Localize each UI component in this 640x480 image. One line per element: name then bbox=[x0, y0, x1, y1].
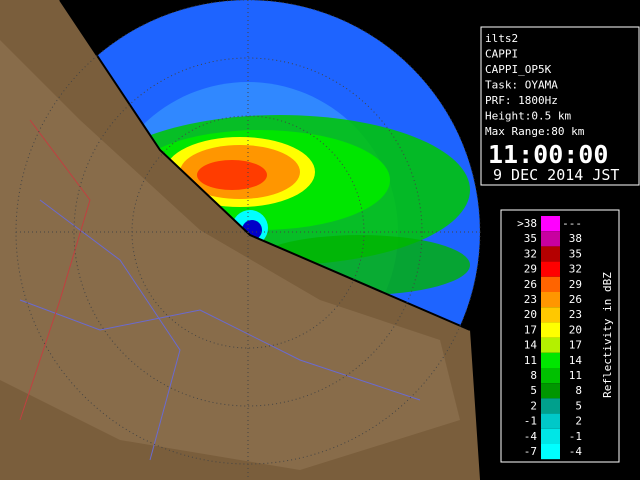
info-panel bbox=[480, 26, 640, 186]
legend-low: 23 bbox=[524, 293, 537, 306]
range-rings bbox=[15, 0, 481, 480]
legend-low: >38 bbox=[517, 217, 537, 230]
info-line: ilts2 bbox=[485, 32, 518, 45]
legend-high: 29 bbox=[569, 278, 582, 291]
legend-swatch bbox=[541, 383, 560, 399]
legend-low: 2 bbox=[530, 399, 537, 412]
legend-low: -7 bbox=[524, 445, 537, 458]
info-lines: ilts2 CAPPI CAPPI_OP5K Task: OYAMA PRF: 1800… bbox=[485, 32, 585, 138]
info-line: Task: OYAMA bbox=[485, 79, 558, 92]
legend-swatch bbox=[541, 368, 560, 384]
terrain bbox=[0, 0, 480, 480]
info-line: CAPPI bbox=[485, 48, 518, 61]
legend-low: 29 bbox=[524, 263, 537, 276]
legend-low: 32 bbox=[524, 247, 537, 260]
legend-high: 32 bbox=[569, 263, 582, 276]
legend-swatch bbox=[541, 398, 560, 414]
legend-low: -4 bbox=[524, 430, 538, 443]
legend-swatch bbox=[541, 231, 560, 247]
date: 9 DEC 2014 JST bbox=[493, 166, 619, 184]
legend-high: 5 bbox=[575, 399, 582, 412]
legend-high: 26 bbox=[569, 293, 582, 306]
legend-high: 8 bbox=[575, 384, 582, 397]
legend-high: 35 bbox=[569, 247, 582, 260]
legend-title: Reflectivity in dBZ bbox=[601, 272, 614, 398]
legend-high: 17 bbox=[569, 339, 582, 352]
legend-swatch bbox=[541, 246, 560, 262]
legend-swatch bbox=[541, 352, 560, 368]
legend-low: 26 bbox=[524, 278, 537, 291]
legend-high: -4 bbox=[569, 445, 583, 458]
info-line: PRF: 1800Hz bbox=[485, 94, 558, 107]
legend-swatch bbox=[541, 216, 560, 232]
legend-swatch bbox=[541, 413, 560, 429]
legend-low: 35 bbox=[524, 232, 537, 245]
legend-high: 2 bbox=[575, 415, 582, 428]
legend-swatch bbox=[541, 337, 560, 353]
legend-swatch bbox=[541, 444, 560, 460]
legend-low: 17 bbox=[524, 323, 537, 336]
legend-high: 23 bbox=[569, 308, 582, 321]
legend-high: 14 bbox=[569, 354, 583, 367]
legend-swatch bbox=[541, 428, 560, 444]
legend-swatch bbox=[541, 261, 560, 277]
legend-high: -1 bbox=[569, 430, 582, 443]
legend-low: 5 bbox=[530, 384, 537, 397]
legend-low: 8 bbox=[530, 369, 537, 382]
legend-swatch bbox=[541, 292, 560, 308]
legend-low: -1 bbox=[524, 415, 537, 428]
info-line: Height:0.5 km bbox=[485, 110, 571, 123]
legend-swatch bbox=[541, 276, 560, 292]
legend-swatch bbox=[541, 307, 560, 323]
legend-low: 20 bbox=[524, 308, 537, 321]
legend-low: 11 bbox=[524, 354, 537, 367]
legend-high: 11 bbox=[569, 369, 582, 382]
legend-swatch bbox=[541, 322, 560, 338]
info-line: CAPPI_OP5K bbox=[485, 63, 552, 76]
info-line: Max Range:80 km bbox=[485, 125, 585, 138]
legend-high: 38 bbox=[569, 232, 582, 245]
legend-high: 20 bbox=[569, 323, 582, 336]
time: 11:00:00 bbox=[488, 140, 608, 169]
legend-low: 14 bbox=[524, 339, 538, 352]
legend-high: --- bbox=[562, 217, 582, 230]
